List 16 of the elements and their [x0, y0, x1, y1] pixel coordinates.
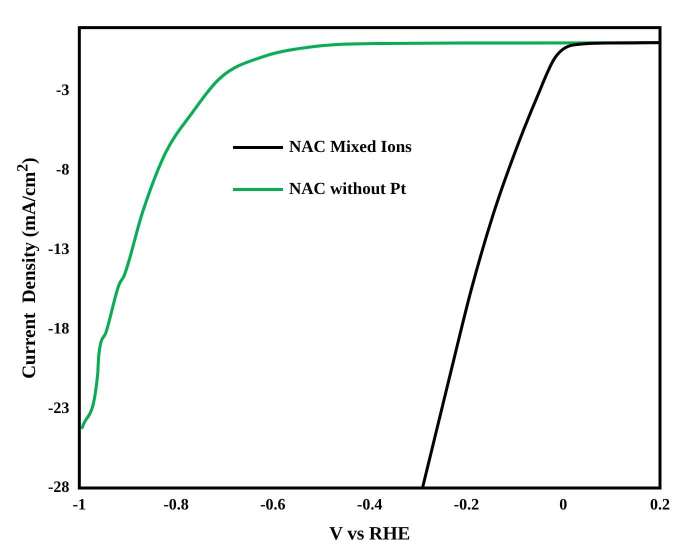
legend-label: NAC without Pt [289, 179, 406, 199]
legend-label: NAC Mixed Ions [289, 137, 412, 157]
y-tick-label: -8 [56, 162, 70, 179]
x-tick-label: 0.2 [650, 496, 670, 514]
x-tick-label: -0.2 [454, 496, 480, 514]
y-tick-label: -13 [48, 241, 70, 258]
x-tick-label: -1 [72, 496, 86, 514]
x-axis-title: V vs RHE [329, 524, 410, 545]
y-tick-label: -18 [48, 320, 70, 338]
y-tick-label: -23 [48, 400, 70, 417]
x-tick-label: -0.4 [357, 496, 382, 514]
y-tick-label: -3 [56, 82, 70, 100]
x-tick-label: 0 [559, 496, 568, 514]
x-tick-label: -0.8 [163, 496, 189, 514]
x-tick-label: -0.6 [260, 496, 286, 514]
y-tick-label: -28 [48, 479, 70, 496]
